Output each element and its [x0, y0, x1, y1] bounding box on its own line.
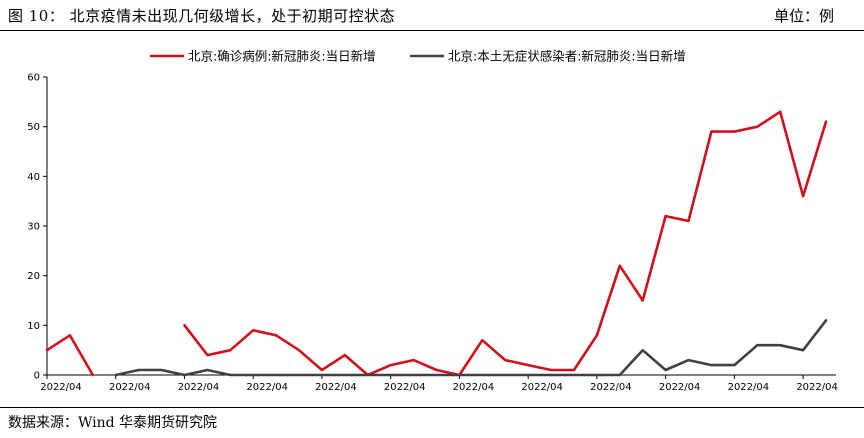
x-tick-label: 2022/04 [315, 382, 357, 393]
x-tick-label: 2022/04 [40, 382, 82, 393]
y-tick-label: 20 [27, 271, 40, 282]
y-tick-label: 0 [34, 371, 40, 382]
y-tick-label: 30 [27, 222, 40, 233]
y-tick-label: 40 [27, 172, 40, 183]
x-tick-label: 2022/04 [178, 382, 220, 393]
x-tick-label: 2022/04 [246, 382, 288, 393]
x-tick-label: 2022/04 [109, 382, 151, 393]
chart-series [45, 110, 828, 377]
x-tick-label: 2022/04 [453, 382, 495, 393]
legend-label-1: 北京:确诊病例:新冠肺炎:当日新增 [188, 49, 376, 64]
y-tick-label: 10 [27, 321, 40, 332]
series-line-2 [114, 319, 828, 377]
legend-label-2: 北京:本土无症状感染者:新冠肺炎:当日新增 [448, 49, 686, 64]
series-line-1 [45, 110, 828, 377]
y-tick-label: 60 [27, 73, 40, 84]
source-note: 数据来源：Wind 华泰期货研究院 [8, 415, 218, 431]
chart-axes: 0 10 20 30 40 50 60 2022/04 2022/04 2022/04 2022/0… [27, 73, 838, 394]
figure-header: 图 10： 北京疫情未出现几何级增长，处于初期可控状态 单位：例 [0, 0, 864, 30]
y-tick-label: 50 [27, 122, 40, 133]
x-tick-label: 2022/04 [521, 382, 563, 393]
x-tick-label: 2022/04 [728, 382, 770, 393]
x-tick-label: 2022/04 [796, 382, 838, 393]
figure-title: 图 10： 北京疫情未出现几何级增长，处于初期可控状态 [8, 7, 396, 25]
bottom-rule [0, 407, 864, 408]
line-chart: 北京:确诊病例:新冠肺炎:当日新增 北京:本土无症状感染者:新冠肺炎:当日新增 0… [27, 49, 838, 394]
top-rule [0, 30, 864, 31]
x-tick-label: 2022/04 [384, 382, 426, 393]
legend: 北京:确诊病例:新冠肺炎:当日新增 北京:本土无症状感染者:新冠肺炎:当日新增 [150, 49, 686, 64]
x-tick-label: 2022/04 [659, 382, 701, 393]
x-tick-label: 2022/04 [590, 382, 632, 393]
unit-label: 单位：例 [773, 7, 834, 25]
